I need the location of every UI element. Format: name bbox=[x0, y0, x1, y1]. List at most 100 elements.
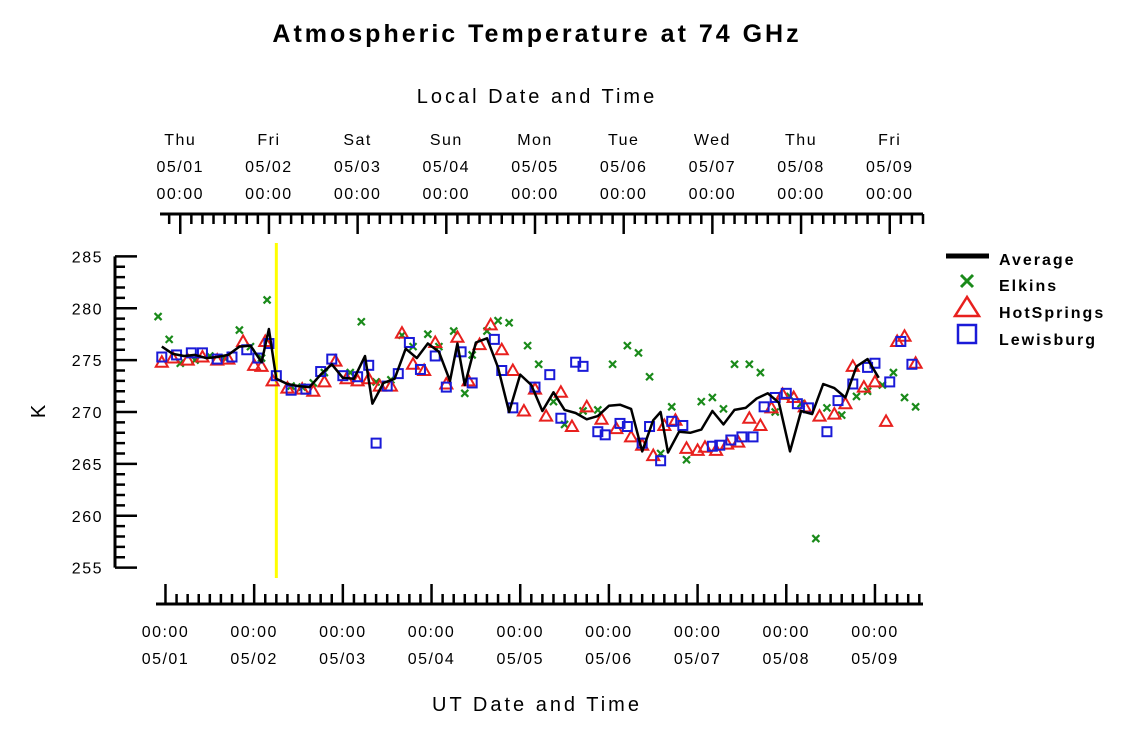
hotsprings-point bbox=[741, 410, 758, 424]
elkins-point-stroke bbox=[745, 359, 754, 369]
y-tick-label: 275 bbox=[72, 353, 103, 370]
hotsprings-point bbox=[327, 353, 344, 367]
elkins-point bbox=[357, 317, 366, 327]
elkins-point bbox=[523, 341, 532, 350]
bottom-tick-label-date: 05/07 bbox=[674, 651, 722, 668]
top-tick-label-time: 00:00 bbox=[423, 186, 471, 203]
hotsprings-point bbox=[349, 372, 366, 387]
bottom-axis-title: UT Date and Time bbox=[432, 694, 642, 716]
legend-item-average: Average bbox=[946, 252, 1074, 269]
lewisburg-point bbox=[370, 437, 382, 449]
elkins-point-stroke bbox=[811, 534, 821, 543]
lewisburg-point bbox=[706, 440, 718, 452]
hotsprings-point bbox=[209, 352, 225, 366]
legend-label-elkins: Elkins bbox=[999, 278, 1058, 295]
lewisburg-point bbox=[621, 421, 633, 433]
lewisburg-point bbox=[185, 347, 197, 359]
elkins-point bbox=[235, 325, 244, 335]
hotsprings-point bbox=[416, 362, 432, 376]
top-tick-label-date: 05/07 bbox=[689, 159, 737, 176]
hotsprings-point bbox=[878, 413, 894, 427]
lewisburg-point bbox=[300, 383, 312, 395]
hotsprings-point bbox=[553, 384, 569, 398]
top-tick-label-day: Mon bbox=[517, 132, 553, 149]
elkins-point bbox=[549, 397, 558, 406]
elkins-point-stroke bbox=[911, 402, 920, 412]
elkins-point-stroke bbox=[900, 393, 909, 402]
elkins-point-stroke bbox=[667, 402, 677, 412]
y-tick-label: 280 bbox=[72, 301, 103, 318]
hotsprings-point bbox=[165, 350, 181, 364]
hotsprings-point bbox=[623, 428, 639, 443]
hotsprings-point bbox=[826, 406, 843, 420]
legend-item-hotsprings: HotSprings bbox=[952, 294, 1103, 322]
lewisburg-point bbox=[821, 426, 833, 438]
y-tick-label: 270 bbox=[72, 405, 103, 422]
top-tick-label-day: Sat bbox=[343, 132, 372, 149]
hotsprings-point bbox=[494, 341, 510, 356]
y-tick-label: 255 bbox=[72, 561, 103, 578]
bottom-tick-label-time: 00:00 bbox=[851, 624, 899, 641]
lewisburg-point bbox=[655, 455, 667, 467]
top-tick-label-day: Fri bbox=[878, 132, 901, 149]
lewisburg-point bbox=[614, 417, 626, 429]
hotsprings-point bbox=[405, 356, 421, 370]
bottom-tick-label-time: 00:00 bbox=[763, 624, 811, 641]
lewisburg-point bbox=[677, 419, 689, 431]
lewisburg-point bbox=[714, 439, 726, 451]
bottom-tick-label-date: 05/04 bbox=[408, 651, 456, 668]
top-tick-label-time: 00:00 bbox=[689, 186, 737, 203]
legend-swatch-lewisburg bbox=[956, 323, 978, 345]
lewisburg-point bbox=[780, 387, 792, 399]
top-tick-label-date: 05/06 bbox=[600, 159, 648, 176]
lewisburg-point bbox=[496, 365, 508, 376]
bottom-tick-label-date: 05/03 bbox=[319, 651, 367, 668]
lewisburg-point bbox=[466, 377, 478, 389]
bottom-tick-label-time: 00:00 bbox=[142, 624, 190, 641]
elkins-point bbox=[682, 455, 691, 465]
elkins-point-stroke bbox=[593, 405, 603, 415]
y-tick-label: 285 bbox=[72, 249, 103, 266]
elkins-point bbox=[911, 402, 920, 412]
elkins-point-stroke bbox=[623, 341, 632, 350]
bottom-tick-label-time: 00:00 bbox=[496, 624, 544, 641]
elkins-point bbox=[645, 372, 654, 382]
lewisburg-point bbox=[544, 369, 556, 381]
lewisburg-point bbox=[488, 333, 500, 345]
hotsprings-point bbox=[678, 440, 695, 454]
lewisburg-point bbox=[440, 381, 452, 393]
elkins-point bbox=[667, 402, 677, 412]
top-tick-label-time: 00:00 bbox=[334, 186, 382, 203]
bottom-tick-label-time: 00:00 bbox=[319, 624, 367, 641]
elkins-point-stroke bbox=[534, 359, 543, 369]
top-tick-label-date: 05/03 bbox=[334, 159, 382, 176]
bottom-tick-label-date: 05/08 bbox=[763, 651, 811, 668]
hotsprings-point bbox=[394, 325, 410, 339]
lewisburg-point bbox=[758, 401, 770, 413]
bottom-tick-label-date: 05/05 bbox=[496, 651, 544, 668]
bottom-tick-label-date: 05/01 bbox=[142, 651, 190, 668]
top-tick-label-day: Sun bbox=[430, 132, 463, 149]
elkins-point bbox=[423, 329, 433, 339]
elkins-point-stroke bbox=[756, 368, 765, 377]
elkins-point bbox=[460, 389, 470, 398]
elkins-point bbox=[493, 316, 503, 325]
top-tick-label-date: 05/04 bbox=[423, 159, 471, 176]
bottom-tick-label-time: 00:00 bbox=[674, 624, 722, 641]
lewisburg-point bbox=[555, 412, 567, 424]
bottom-tick-label-date: 05/02 bbox=[230, 651, 278, 668]
elkins-point-stroke bbox=[549, 397, 558, 406]
elkins-point bbox=[164, 335, 174, 344]
legend-swatch-elkins bbox=[959, 273, 975, 289]
lewisburg-point bbox=[725, 434, 737, 446]
elkins-point bbox=[504, 318, 514, 328]
legend-item-lewisburg: Lewisburg bbox=[956, 323, 1095, 349]
axes: Thu 05/01 00:00 Fri 05/02 00:00 Sat 05/03 00:00 S… bbox=[72, 132, 925, 668]
hotsprings-point bbox=[505, 362, 521, 376]
elkins-point-stroke bbox=[560, 420, 569, 429]
elkins-point bbox=[534, 359, 543, 369]
hotsprings-point bbox=[179, 352, 196, 366]
hotsprings-point bbox=[253, 358, 270, 372]
hotsprings-point bbox=[867, 373, 883, 388]
top-tick-label-date: 05/05 bbox=[511, 159, 559, 176]
